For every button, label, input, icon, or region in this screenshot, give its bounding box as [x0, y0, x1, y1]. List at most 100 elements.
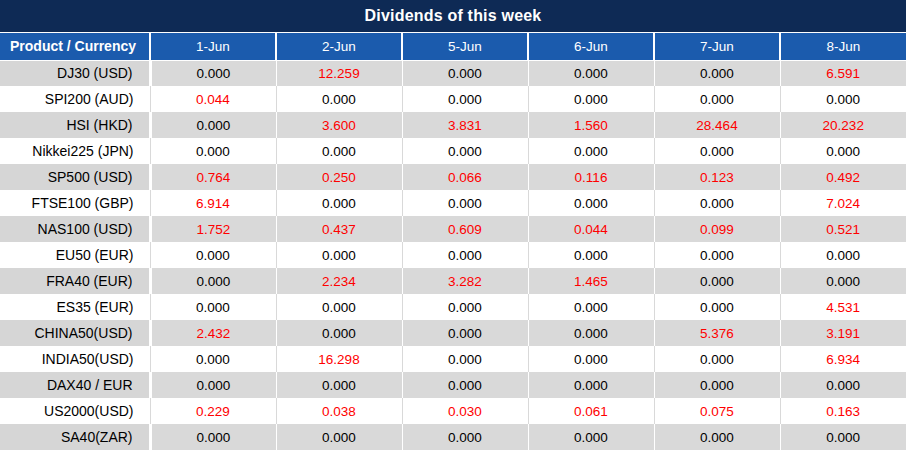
- dividend-value-cell: 0.000: [150, 346, 276, 372]
- dividend-value-cell: 0.061: [528, 398, 654, 424]
- dividend-value-cell: 0.000: [654, 268, 780, 294]
- column-header-date-3: 5-Jun: [402, 33, 528, 60]
- dividend-value-cell: 2.432: [150, 320, 276, 346]
- dividend-value-cell: 6.934: [780, 346, 906, 372]
- dividend-value-cell: 4.531: [780, 294, 906, 320]
- dividend-value-cell: 0.250: [276, 164, 402, 190]
- dividend-value-cell: 7.024: [780, 190, 906, 216]
- dividend-value-cell: 0.000: [402, 190, 528, 216]
- table-row: ES35 (EUR)0.0000.0000.0000.0000.0004.531: [0, 294, 906, 320]
- product-cell: INDIA50(USD): [0, 346, 150, 372]
- table-row: US2000(USD)0.2290.0380.0300.0610.0750.16…: [0, 398, 906, 424]
- dividend-value-cell: 2.234: [276, 268, 402, 294]
- dividend-value-cell: 3.600: [276, 112, 402, 138]
- dividend-value-cell: 0.000: [276, 294, 402, 320]
- dividend-value-cell: 0.000: [276, 138, 402, 164]
- dividend-value-cell: 0.000: [150, 424, 276, 450]
- table-row: FTSE100 (GBP)6.9140.0000.0000.0000.0007.…: [0, 190, 906, 216]
- dividend-value-cell: 0.000: [150, 372, 276, 398]
- dividend-value-cell: 0.000: [528, 60, 654, 86]
- dividend-value-cell: 0.000: [780, 424, 906, 450]
- dividend-value-cell: 1.560: [528, 112, 654, 138]
- dividend-value-cell: 0.000: [654, 372, 780, 398]
- product-cell: US2000(USD): [0, 398, 150, 424]
- dividend-value-cell: 0.000: [150, 268, 276, 294]
- dividend-value-cell: 1.465: [528, 268, 654, 294]
- product-cell: Nikkei225 (JPN): [0, 138, 150, 164]
- table-row: CHINA50(USD)2.4320.0000.0000.0005.3763.1…: [0, 320, 906, 346]
- table-row: DJ30 (USD)0.00012.2590.0000.0000.0006.59…: [0, 60, 906, 86]
- dividend-value-cell: 0.000: [528, 372, 654, 398]
- dividend-value-cell: 0.116: [528, 164, 654, 190]
- dividend-value-cell: 0.000: [654, 346, 780, 372]
- dividend-value-cell: 0.000: [402, 86, 528, 112]
- dividend-value-cell: 0.163: [780, 398, 906, 424]
- table-header-row: Product / Currency 1-Jun 2-Jun 5-Jun 6-J…: [0, 33, 906, 60]
- table-row: NAS100 (USD)1.7520.4370.6090.0440.0990.5…: [0, 216, 906, 242]
- dividend-value-cell: 0.521: [780, 216, 906, 242]
- dividend-value-cell: 0.000: [276, 86, 402, 112]
- dividend-value-cell: 0.000: [150, 112, 276, 138]
- dividend-value-cell: 0.609: [402, 216, 528, 242]
- dividend-value-cell: 0.000: [402, 372, 528, 398]
- dividend-value-cell: 0.000: [654, 86, 780, 112]
- dividend-value-cell: 0.000: [780, 372, 906, 398]
- dividend-value-cell: 0.044: [528, 216, 654, 242]
- product-cell: HSI (HKD): [0, 112, 150, 138]
- column-header-product: Product / Currency: [0, 33, 150, 60]
- dividend-value-cell: 0.764: [150, 164, 276, 190]
- product-cell: EU50 (EUR): [0, 242, 150, 268]
- dividend-value-cell: 0.066: [402, 164, 528, 190]
- dividend-value-cell: 0.000: [150, 242, 276, 268]
- column-header-date-5: 7-Jun: [654, 33, 780, 60]
- table-body: DJ30 (USD)0.00012.2590.0000.0000.0006.59…: [0, 60, 906, 450]
- dividend-value-cell: 0.000: [402, 138, 528, 164]
- dividend-value-cell: 0.000: [528, 138, 654, 164]
- dividend-value-cell: 0.000: [402, 346, 528, 372]
- product-cell: NAS100 (USD): [0, 216, 150, 242]
- table-row: HSI (HKD)0.0003.6003.8311.56028.46420.23…: [0, 112, 906, 138]
- dividend-value-cell: 0.000: [402, 60, 528, 86]
- dividend-value-cell: 3.191: [780, 320, 906, 346]
- dividend-value-cell: 0.000: [150, 60, 276, 86]
- dividends-table: Product / Currency 1-Jun 2-Jun 5-Jun 6-J…: [0, 33, 906, 450]
- dividend-value-cell: 0.030: [402, 398, 528, 424]
- dividend-value-cell: 6.914: [150, 190, 276, 216]
- table-row: SPI200 (AUD)0.0440.0000.0000.0000.0000.0…: [0, 86, 906, 112]
- table-row: DAX40 / EUR0.0000.0000.0000.0000.0000.00…: [0, 372, 906, 398]
- table-row: Nikkei225 (JPN)0.0000.0000.0000.0000.000…: [0, 138, 906, 164]
- dividend-value-cell: 12.259: [276, 60, 402, 86]
- dividend-value-cell: 0.000: [528, 190, 654, 216]
- dividend-value-cell: 0.000: [528, 86, 654, 112]
- dividend-value-cell: 0.000: [402, 320, 528, 346]
- dividend-value-cell: 0.000: [402, 294, 528, 320]
- table-row: FRA40 (EUR)0.0002.2343.2821.4650.0000.00…: [0, 268, 906, 294]
- dividend-value-cell: 0.000: [528, 320, 654, 346]
- dividend-value-cell: 0.000: [528, 424, 654, 450]
- product-cell: SPI200 (AUD): [0, 86, 150, 112]
- dividend-value-cell: 0.044: [150, 86, 276, 112]
- product-cell: SA40(ZAR): [0, 424, 150, 450]
- dividend-value-cell: 0.000: [276, 424, 402, 450]
- dividend-value-cell: 0.000: [150, 138, 276, 164]
- table-row: SA40(ZAR)0.0000.0000.0000.0000.0000.000: [0, 424, 906, 450]
- column-header-date-2: 2-Jun: [276, 33, 402, 60]
- dividend-value-cell: 0.000: [780, 268, 906, 294]
- dividend-value-cell: 0.000: [276, 372, 402, 398]
- dividend-value-cell: 0.075: [654, 398, 780, 424]
- product-cell: DJ30 (USD): [0, 60, 150, 86]
- dividend-value-cell: 0.000: [654, 294, 780, 320]
- dividend-value-cell: 16.298: [276, 346, 402, 372]
- table-row: SP500 (USD)0.7640.2500.0660.1160.1230.49…: [0, 164, 906, 190]
- dividend-value-cell: 0.000: [654, 424, 780, 450]
- product-cell: DAX40 / EUR: [0, 372, 150, 398]
- dividend-value-cell: 0.000: [528, 242, 654, 268]
- dividend-value-cell: 0.099: [654, 216, 780, 242]
- dividend-value-cell: 0.000: [780, 138, 906, 164]
- table-row: INDIA50(USD)0.00016.2980.0000.0000.0006.…: [0, 346, 906, 372]
- product-cell: FRA40 (EUR): [0, 268, 150, 294]
- dividend-value-cell: 1.752: [150, 216, 276, 242]
- dividend-value-cell: 0.038: [276, 398, 402, 424]
- dividend-value-cell: 0.000: [402, 424, 528, 450]
- dividend-value-cell: 0.000: [654, 60, 780, 86]
